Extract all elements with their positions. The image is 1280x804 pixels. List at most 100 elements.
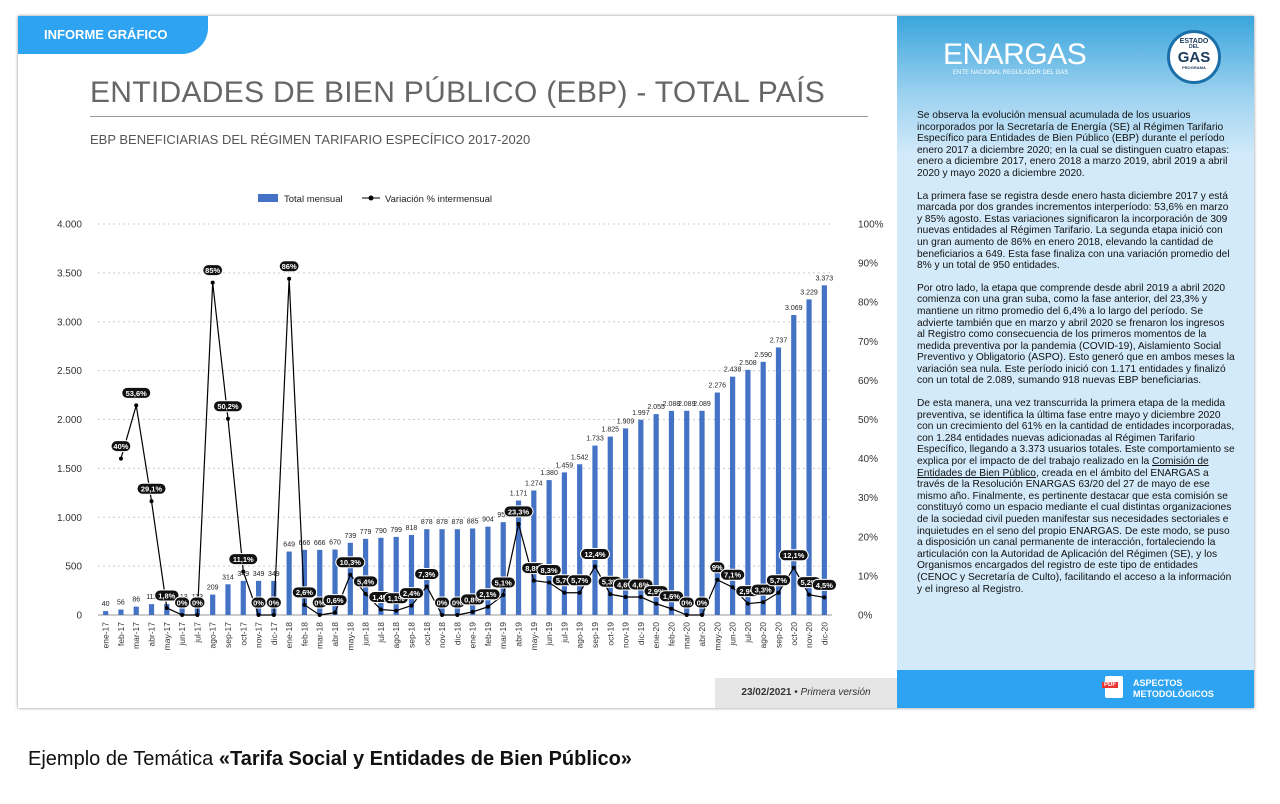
point-label: 4,6% (617, 580, 634, 589)
y2-tick-label: 0% (858, 611, 873, 622)
paragraph: De esta manera, una vez transcurrida la … (917, 398, 1235, 595)
bar-label: 1.733 (586, 436, 604, 443)
x-tick-label: mar-17 (131, 622, 141, 649)
point (822, 595, 827, 600)
x-tick-label: ago-17 (208, 622, 218, 649)
point-label: 0% (452, 598, 463, 607)
bar-label: 2.737 (770, 337, 788, 344)
point-label: 85% (205, 266, 220, 275)
tab: INFORME GRÁFICO (18, 16, 208, 54)
point-label: 0% (437, 598, 448, 607)
bar-label: 349 (268, 571, 280, 578)
bar-label: 739 (344, 533, 356, 540)
bar-label: 2.089 (693, 401, 711, 408)
bar (439, 529, 445, 615)
point (669, 606, 674, 611)
bar-label: 1.459 (556, 462, 574, 469)
point-label-bg (811, 578, 838, 591)
caption: Ejemplo de Temática «Tarifa Social y Ent… (28, 748, 632, 771)
point-label-bg (709, 561, 726, 574)
x-tick-label: oct-17 (238, 622, 248, 646)
bar (500, 522, 506, 615)
point (791, 565, 796, 570)
x-tick-label: ene-19 (468, 622, 478, 649)
footer-date: 23/02/2021 (741, 687, 792, 698)
caption-lead: Ejemplo de Temática (28, 748, 219, 770)
point (638, 595, 643, 600)
y-tick-label: 4.000 (57, 220, 82, 231)
point-label: 0,8% (464, 595, 481, 604)
badge: ESTADO DEL GAS PROGRAMA (1167, 30, 1221, 84)
text: , creada en el ámbito del ENARGAS a trav… (917, 467, 1232, 595)
bar-label: 1.171 (510, 491, 528, 498)
x-tick-label: nov-19 (621, 622, 631, 648)
bar-label: 2.508 (739, 360, 757, 367)
bar (638, 419, 644, 615)
bar (118, 609, 124, 615)
bar (699, 410, 705, 615)
pdf-label: PDF (1102, 682, 1118, 688)
point-label: 0% (314, 598, 325, 607)
x-tick-label: may-17 (162, 622, 172, 651)
bar-label: 349 (237, 571, 249, 578)
point-label: 23,3% (508, 507, 530, 516)
point (333, 610, 338, 615)
bar-label: 2.088 (663, 401, 681, 408)
point (577, 590, 582, 595)
point-label-bg (693, 596, 711, 609)
badge-sub: PROGRAMA (1182, 65, 1206, 70)
point-label-bg (228, 553, 259, 566)
bar-label: 779 (360, 529, 372, 536)
bar (791, 315, 797, 615)
bar-label: 950 (497, 512, 509, 519)
point-label: 5,4% (357, 577, 374, 586)
point (592, 564, 597, 569)
point-label: 5,7% (556, 576, 573, 585)
bar-label: 1.380 (540, 470, 558, 477)
point (730, 585, 735, 590)
bar (622, 428, 629, 615)
point (470, 609, 475, 614)
point (134, 403, 139, 408)
y2-tick-label: 10% (858, 571, 878, 582)
bar-label: 1.909 (617, 418, 635, 425)
x-tick-label: sep-19 (590, 622, 600, 648)
point-label: 7,1% (724, 571, 741, 580)
point-label: 11,1% (233, 555, 254, 564)
bar-label: 2.590 (754, 352, 772, 359)
x-tick-label: ene-18 (284, 622, 294, 649)
point-label: 0% (681, 598, 692, 607)
point (287, 276, 292, 281)
bar (148, 604, 155, 615)
point-label-bg (765, 574, 792, 587)
y2-tick-label: 60% (858, 376, 878, 387)
bar (332, 549, 338, 615)
caption-bold: «Tarifa Social y Entidades de Bien Públi… (218, 748, 632, 770)
x-tick-label: sep-17 (223, 622, 233, 648)
chart-title: ENTIDADES DE BIEN PÚBLICO (EBP) - TOTAL … (90, 76, 826, 109)
point-label-bg (335, 556, 366, 569)
bar (592, 445, 598, 615)
bar-label: 670 (329, 540, 341, 547)
point-label-bg (154, 589, 180, 602)
methodology-button[interactable]: PDF ASPECTOS METODOLÓGICOS (897, 670, 1254, 708)
point-label: 0% (177, 598, 188, 607)
x-tick-label: abr-17 (147, 622, 157, 647)
point-label-bg (503, 505, 534, 518)
bar-label: 2.438 (724, 367, 742, 374)
logo-sub: ENTE NACIONAL REGULADOR DEL GAS (953, 70, 1069, 76)
point (562, 590, 567, 595)
point (654, 601, 659, 606)
bar-label: 1.825 (602, 427, 620, 434)
x-tick-label: mar-20 (682, 622, 692, 649)
x-tick-label: ago-18 (391, 622, 401, 649)
point-label: 12,4% (584, 550, 606, 559)
x-tick-label: nov-20 (804, 622, 814, 648)
y-tick-label: 3.000 (57, 317, 82, 328)
bar (714, 392, 720, 615)
point-label: 4,5% (816, 581, 833, 590)
link[interactable]: Comisión de Entidades de Bien Público (917, 456, 1209, 479)
bar (775, 347, 782, 615)
point (225, 416, 230, 421)
point (623, 595, 628, 600)
